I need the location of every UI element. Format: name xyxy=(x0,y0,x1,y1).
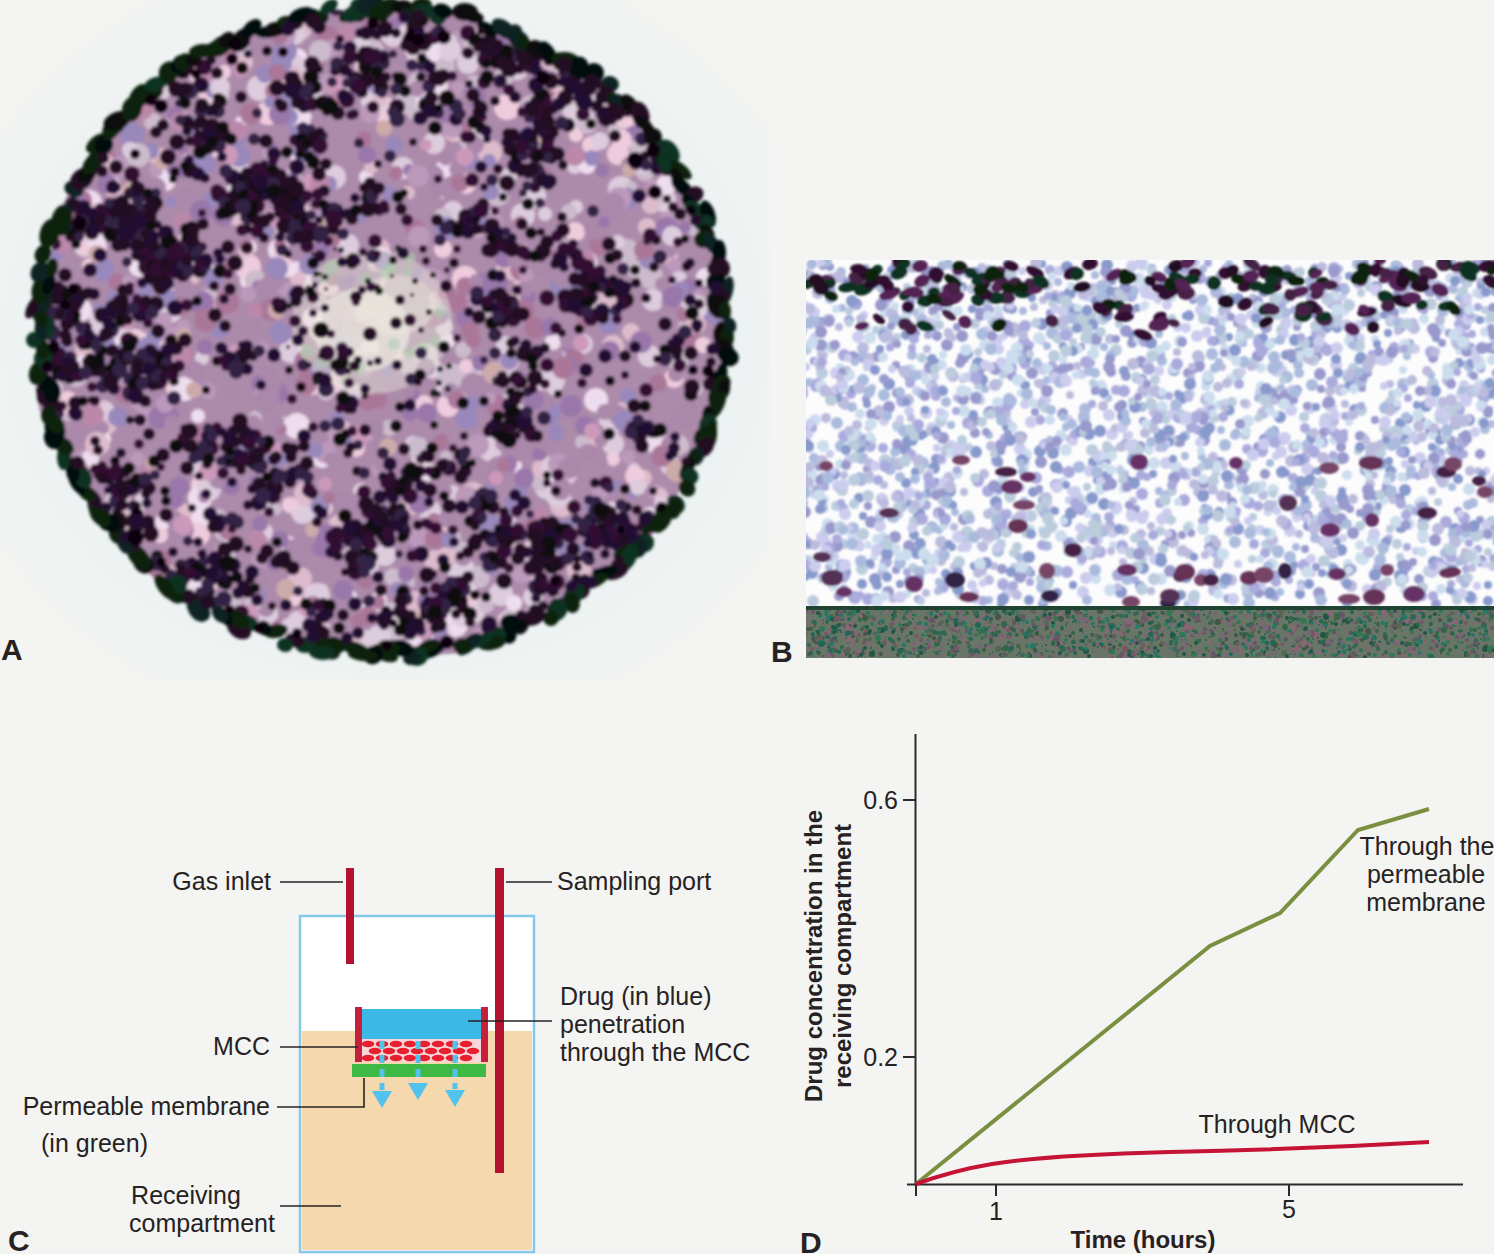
svg-text:Sampling port: Sampling port xyxy=(557,867,711,895)
svg-text:Through MCC: Through MCC xyxy=(1199,1110,1356,1138)
svg-text:membrane: membrane xyxy=(1366,888,1486,916)
svg-text:through the MCC: through the MCC xyxy=(560,1038,750,1066)
svg-text:D: D xyxy=(800,1226,822,1254)
svg-text:5: 5 xyxy=(1282,1195,1296,1223)
svg-text:B: B xyxy=(771,635,793,668)
svg-text:permeable: permeable xyxy=(1367,860,1485,888)
svg-text:Gas inlet: Gas inlet xyxy=(172,867,271,895)
svg-text:Drug concentration in the: Drug concentration in the xyxy=(800,810,827,1102)
svg-text:Permeable membrane: Permeable membrane xyxy=(23,1092,270,1120)
svg-text:Drug (in blue): Drug (in blue) xyxy=(560,982,711,1010)
svg-text:compartment: compartment xyxy=(129,1209,275,1237)
svg-text:Receiving: Receiving xyxy=(131,1181,241,1209)
svg-text:A: A xyxy=(1,633,23,666)
svg-text:receiving compartment: receiving compartment xyxy=(829,824,856,1088)
svg-text:0.2: 0.2 xyxy=(863,1043,898,1071)
svg-text:Through the: Through the xyxy=(1360,832,1494,860)
svg-text:MCC: MCC xyxy=(213,1032,270,1060)
svg-text:penetration: penetration xyxy=(560,1010,685,1038)
svg-text:(in green): (in green) xyxy=(41,1129,148,1157)
svg-text:0.6: 0.6 xyxy=(863,786,898,814)
svg-text:1: 1 xyxy=(989,1197,1003,1225)
svg-text:Time (hours): Time (hours) xyxy=(1071,1226,1216,1253)
svg-text:C: C xyxy=(8,1224,30,1254)
